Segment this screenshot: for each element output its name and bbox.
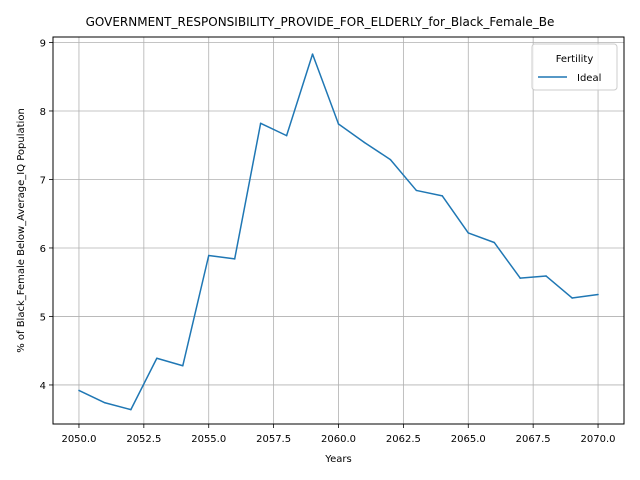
x-tick-label: 2062.5 — [386, 434, 421, 445]
series-layer — [78, 53, 599, 411]
data-point — [389, 158, 392, 161]
data-point — [545, 275, 547, 277]
data-point — [156, 357, 158, 359]
data-point — [571, 297, 573, 299]
data-point — [182, 365, 184, 367]
x-axis: 2050.0 2052.5 2055.0 2057.5 2060.0 2062.5 2065… — [61, 424, 616, 445]
data-point — [415, 189, 418, 192]
data-point — [467, 232, 470, 234]
y-tick-label: 9 — [40, 38, 46, 49]
x-tick-label: 2070.0 — [581, 434, 616, 445]
legend-title: Fertility — [556, 54, 594, 65]
y-tick-label: 5 — [40, 312, 46, 323]
x-tick-label: 2065.0 — [451, 434, 486, 445]
data-point — [493, 241, 495, 244]
x-tick-label: 2050.0 — [61, 434, 96, 445]
data-point — [519, 277, 521, 279]
data-point — [441, 195, 444, 197]
data-point — [233, 258, 236, 260]
x-tick-label: 2067.5 — [516, 434, 551, 445]
data-point — [78, 389, 80, 392]
x-tick-label: 2060.0 — [321, 434, 356, 445]
data-point — [597, 293, 599, 296]
x-tick-label: 2055.0 — [191, 434, 226, 445]
x-tick-label: 2052.5 — [126, 434, 161, 445]
x-axis-label: Years — [324, 454, 351, 465]
chart-title: GOVERNMENT_RESPONSIBILITY_PROVIDE_FOR_EL… — [86, 15, 555, 29]
y-tick-label: 7 — [40, 175, 46, 186]
y-tick-label: 8 — [40, 107, 46, 118]
x-tick-label: 2057.5 — [256, 434, 291, 445]
data-point — [285, 134, 288, 137]
data-point — [104, 402, 106, 404]
data-point — [259, 122, 262, 125]
gridlines — [53, 37, 624, 424]
legend-label-ideal: Ideal — [577, 73, 601, 84]
data-point — [311, 53, 314, 55]
y-axis-label: % of Black_Female Below_Average_IQ Popul… — [16, 108, 27, 353]
legend-box — [531, 43, 618, 91]
y-axis: 4 5 6 7 8 9 — [40, 38, 53, 392]
y-tick-label: 4 — [40, 381, 46, 392]
y-tick-label: 6 — [40, 244, 46, 255]
data-point — [363, 141, 366, 144]
data-point — [337, 123, 340, 125]
data-point — [130, 408, 132, 411]
data-point — [207, 254, 210, 257]
legend: Fertility Ideal — [531, 43, 618, 91]
